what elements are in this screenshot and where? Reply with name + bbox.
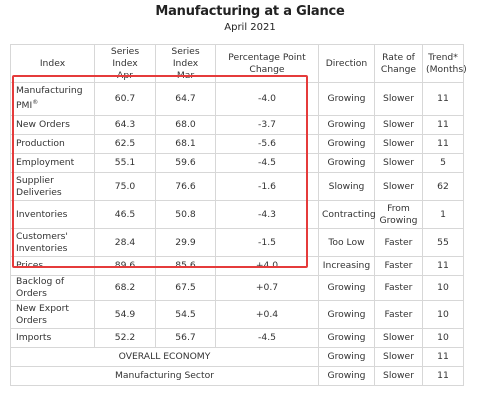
table-row: Manufacturing PMI® 60.7 64.7 -4.0 Growin… bbox=[10, 82, 464, 116]
header-row: Index Series Index Apr Series Index Mar Pe… bbox=[10, 44, 467, 83]
table-row: Prices 89.6 85.6 +4.0 Increasing Faster … bbox=[10, 256, 464, 276]
manufacturing-sector-label: Manufacturing Sector bbox=[10, 366, 319, 386]
table-row: New Orders 64.3 68.0 -3.7 Growing Slower… bbox=[10, 115, 464, 135]
summary-row: OVERALL ECONOMY Growing Slower 11 bbox=[10, 347, 464, 367]
manufacturing-table: Index Series Index Apr Series Index Mar Pe… bbox=[10, 44, 467, 386]
header-direction: Direction bbox=[318, 44, 375, 83]
header-mar: Series Index Mar bbox=[155, 44, 216, 83]
summary-row: Manufacturing Sector Growing Slower 11 bbox=[10, 366, 464, 386]
header-apr: Series Index Apr bbox=[94, 44, 156, 83]
table-row: Backlog of Orders 68.2 67.5 +0.7 Growing… bbox=[10, 275, 464, 301]
page-title: Manufacturing at a Glance bbox=[155, 4, 345, 19]
header-index: Index bbox=[10, 44, 95, 83]
table-row: New Export Orders 54.9 54.5 +0.4 Growing… bbox=[10, 300, 464, 329]
table-row: Inventories 46.5 50.8 -4.3 Contracting F… bbox=[10, 200, 464, 229]
overall-economy-label: OVERALL ECONOMY bbox=[10, 347, 319, 367]
table-row: Imports 52.2 56.7 -4.5 Growing Slower 10 bbox=[10, 328, 464, 348]
table-row: Production 62.5 68.1 -5.6 Growing Slower… bbox=[10, 134, 464, 154]
header-change: Percentage Point Change bbox=[215, 44, 319, 83]
table-row: Employment 55.1 59.6 -4.5 Growing Slower… bbox=[10, 153, 464, 173]
table-row: Supplier Deliveries 75.0 76.6 -1.6 Slowi… bbox=[10, 172, 464, 201]
page-subtitle: April 2021 bbox=[224, 22, 276, 33]
header-rate: Rate of Change bbox=[374, 44, 423, 83]
table-row: Customers' Inventories 28.4 29.9 -1.5 To… bbox=[10, 228, 464, 257]
header-trend: Trend* (Months) bbox=[422, 44, 467, 83]
